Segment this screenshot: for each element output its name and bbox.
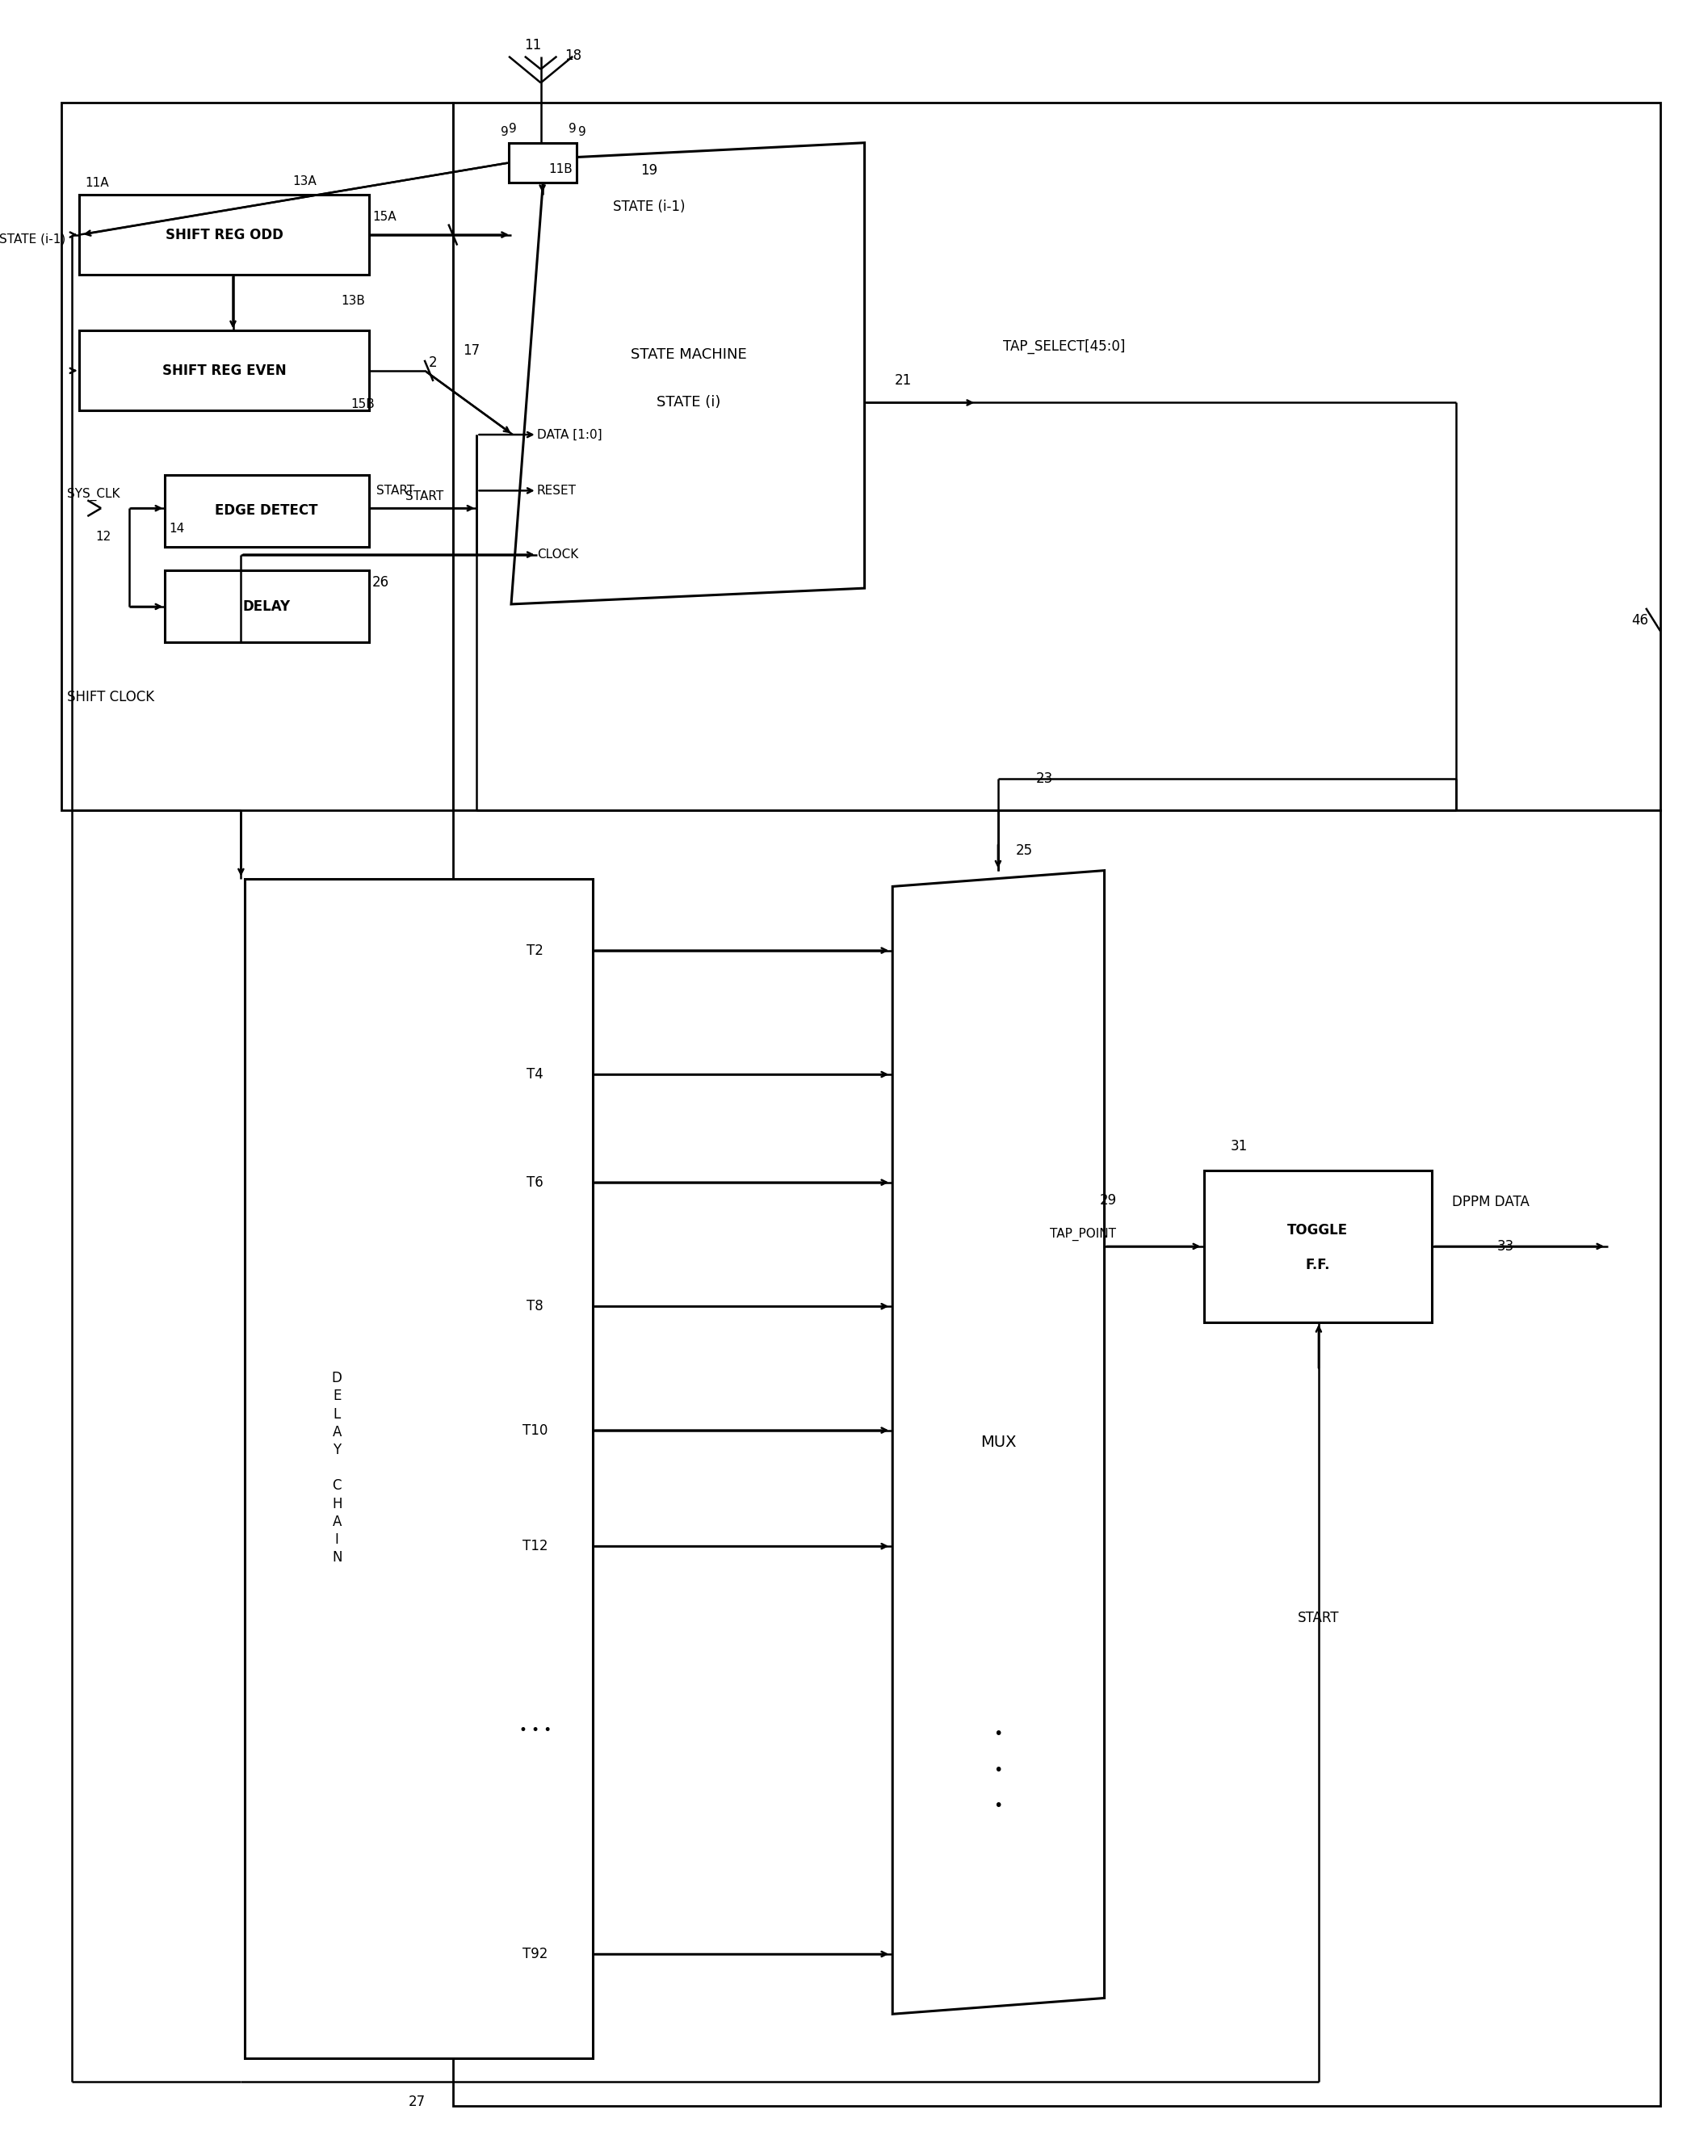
Bar bbox=[80, 194, 369, 274]
Text: SYS_CLK: SYS_CLK bbox=[67, 487, 120, 500]
Text: STATE (i-1): STATE (i-1) bbox=[613, 201, 685, 213]
Text: 9: 9 bbox=[579, 127, 586, 138]
Text: T8: T8 bbox=[526, 1300, 543, 1313]
Text: EDGE DETECT: EDGE DETECT bbox=[215, 502, 318, 517]
Text: • • •: • • • bbox=[519, 1723, 552, 1738]
Text: MUX: MUX bbox=[980, 1434, 1016, 1451]
Text: 9: 9 bbox=[500, 127, 509, 138]
Text: 26: 26 bbox=[372, 576, 389, 591]
Text: SHIFT REG ODD: SHIFT REG ODD bbox=[166, 226, 284, 241]
Text: F.F.: F.F. bbox=[1305, 1257, 1331, 1272]
Text: 11B: 11B bbox=[548, 164, 572, 175]
Text: 9: 9 bbox=[509, 123, 518, 136]
Text: •: • bbox=[994, 1798, 1003, 1813]
Bar bbox=[61, 103, 453, 811]
Text: 33: 33 bbox=[1498, 1240, 1515, 1253]
Text: T2: T2 bbox=[526, 942, 543, 957]
Text: START: START bbox=[376, 485, 415, 496]
Text: 13B: 13B bbox=[342, 295, 366, 306]
Text: STATE (i-1): STATE (i-1) bbox=[0, 233, 65, 246]
Text: 9: 9 bbox=[569, 123, 577, 136]
Text: DPPM DATA: DPPM DATA bbox=[1452, 1194, 1530, 1210]
Text: SHIFT REG EVEN: SHIFT REG EVEN bbox=[162, 364, 287, 377]
Text: DATA [1:0]: DATA [1:0] bbox=[536, 429, 601, 440]
Text: 21: 21 bbox=[895, 373, 912, 388]
Text: TAP_POINT: TAP_POINT bbox=[1050, 1227, 1117, 1242]
Text: 18: 18 bbox=[564, 47, 581, 63]
Text: T4: T4 bbox=[526, 1067, 543, 1082]
Text: 46: 46 bbox=[1631, 612, 1648, 627]
Text: STATE MACHINE: STATE MACHINE bbox=[630, 347, 746, 362]
Bar bbox=[166, 571, 369, 642]
Bar bbox=[1204, 1171, 1433, 1322]
Bar bbox=[509, 142, 577, 183]
Bar bbox=[80, 330, 369, 410]
Text: 15A: 15A bbox=[372, 211, 396, 224]
Text: 23: 23 bbox=[1035, 772, 1054, 785]
Text: 2: 2 bbox=[429, 356, 437, 371]
Text: •: • bbox=[994, 1727, 1003, 1742]
Text: RESET: RESET bbox=[536, 485, 576, 496]
Text: 25: 25 bbox=[1016, 843, 1033, 858]
Bar bbox=[166, 474, 369, 548]
Text: 27: 27 bbox=[408, 2096, 425, 2109]
Text: START: START bbox=[1298, 1611, 1339, 1626]
Text: 19: 19 bbox=[640, 164, 658, 179]
Text: DELAY: DELAY bbox=[243, 599, 290, 614]
Text: 29: 29 bbox=[1100, 1194, 1117, 1207]
Text: 11: 11 bbox=[524, 39, 541, 52]
Text: TOGGLE: TOGGLE bbox=[1288, 1222, 1348, 1238]
Bar bbox=[453, 103, 1660, 811]
Text: 12: 12 bbox=[96, 530, 111, 543]
Text: 31: 31 bbox=[1230, 1138, 1247, 1153]
Text: 13A: 13A bbox=[294, 175, 318, 188]
Text: STATE (i): STATE (i) bbox=[656, 395, 721, 410]
Text: 14: 14 bbox=[169, 524, 184, 535]
Text: T12: T12 bbox=[523, 1539, 548, 1554]
Bar bbox=[244, 877, 593, 2059]
Bar bbox=[453, 811, 1660, 2106]
Text: SHIFT CLOCK: SHIFT CLOCK bbox=[67, 690, 154, 705]
Text: •: • bbox=[994, 1761, 1003, 1779]
Text: 15B: 15B bbox=[350, 399, 374, 410]
Text: TAP_SELECT[45:0]: TAP_SELECT[45:0] bbox=[1003, 338, 1126, 354]
Text: START: START bbox=[407, 489, 444, 502]
Text: T92: T92 bbox=[523, 1947, 548, 1962]
Text: D
E
L
A
Y
 
C
H
A
I
N: D E L A Y C H A I N bbox=[331, 1371, 342, 1565]
Text: 11A: 11A bbox=[85, 177, 109, 190]
Text: CLOCK: CLOCK bbox=[536, 548, 579, 561]
Text: 17: 17 bbox=[463, 343, 480, 358]
Text: T10: T10 bbox=[523, 1423, 548, 1438]
Text: T6: T6 bbox=[526, 1175, 543, 1190]
